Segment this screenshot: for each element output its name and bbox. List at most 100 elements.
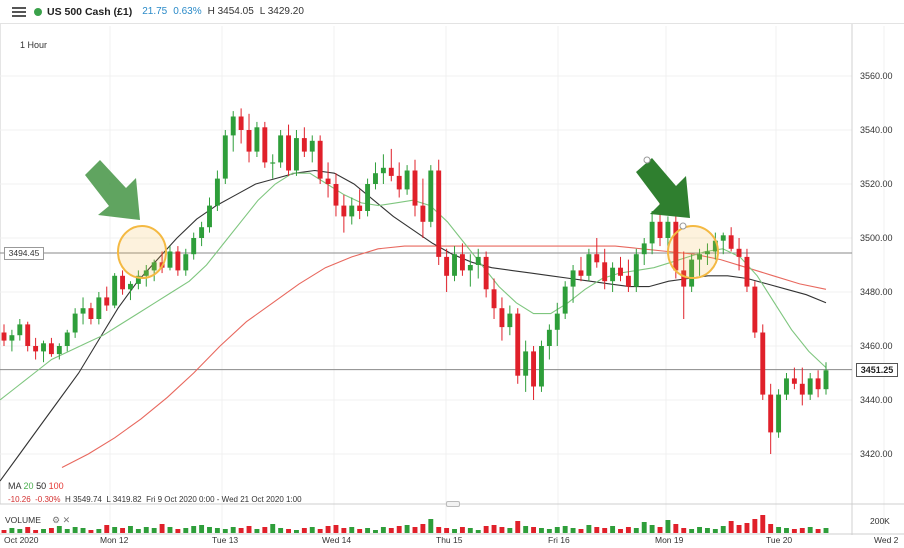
ma100-line (61, 245, 827, 468)
volume-bar (404, 525, 410, 533)
close-icon[interactable]: ✕ (62, 515, 71, 525)
volume-bar (459, 527, 465, 533)
candle-body (475, 256, 481, 265)
volume-bar (64, 529, 70, 533)
candle-body (704, 251, 710, 255)
candle-body (720, 235, 726, 241)
candle-body (48, 343, 54, 355)
header-low: L 3429.20 (259, 6, 304, 17)
volume-bar (333, 525, 339, 533)
candle-body (436, 170, 442, 257)
volume-bar (712, 529, 718, 533)
candle-body (262, 127, 268, 163)
volume-bar (641, 522, 647, 533)
volume-bar (444, 528, 450, 533)
volume-bar (238, 528, 244, 533)
settings-icon[interactable]: ⚙ (52, 515, 61, 525)
volume-bar (254, 529, 260, 533)
volume-bar (96, 529, 102, 533)
candle-body (33, 346, 39, 352)
volume-bar (88, 530, 94, 533)
volume-bar (104, 525, 110, 533)
volume-bar (56, 526, 62, 533)
candle-body (578, 270, 584, 276)
volume-bar (230, 527, 236, 533)
volume-bar (183, 528, 189, 533)
volume-bar (594, 527, 600, 533)
candle-body (602, 262, 608, 282)
candle-body (222, 135, 228, 179)
volume-bar (586, 525, 592, 533)
volume-bar (452, 529, 457, 533)
pane-resize-handle[interactable] (446, 501, 460, 507)
volume-bar (199, 525, 205, 533)
candle-body (254, 127, 260, 152)
date-label: Thu 15 (436, 535, 463, 545)
candle-body (649, 221, 655, 244)
timeframe-label[interactable]: 1 Hour (20, 40, 48, 50)
volume-bar (309, 527, 315, 533)
volume-bar (191, 526, 197, 533)
candle-body (791, 378, 797, 384)
volume-bar (373, 530, 378, 533)
candle-body (452, 254, 457, 276)
volume-bar (752, 519, 758, 533)
volume-bar (41, 529, 46, 533)
candle-body (784, 378, 789, 395)
candle-body (17, 324, 23, 336)
volume-bar (207, 527, 212, 533)
candle-body (736, 248, 742, 257)
volume-bar (776, 527, 782, 533)
candle-body (207, 205, 212, 228)
highlight-circle (117, 225, 167, 279)
volume-bar (380, 527, 386, 533)
volume-bar (357, 529, 363, 533)
candle-body (776, 394, 782, 433)
candle-body (128, 283, 133, 290)
candle-body (301, 138, 307, 152)
candle-body (333, 184, 339, 206)
candle-body (404, 170, 410, 190)
candle-body (286, 135, 291, 171)
volume-indicator-controls[interactable]: ⚙ ✕ (52, 515, 70, 526)
moving-average-legend[interactable]: MA 20 50 100 (8, 481, 64, 491)
candle-body (799, 383, 805, 395)
volume-bar (214, 528, 220, 533)
candle-body (467, 265, 473, 271)
candle-body (483, 256, 489, 290)
candle-body (388, 167, 394, 176)
candle-body (104, 297, 110, 306)
current-price-tag: 3451.25 (856, 363, 898, 377)
range-high: H 3549.74 (64, 495, 102, 504)
volume-bar (768, 524, 774, 533)
date-label: Fri 16 (548, 535, 570, 545)
candle-body (214, 178, 220, 206)
candle-body (167, 251, 173, 268)
volume-bar (823, 528, 829, 533)
volume-bar (546, 529, 552, 533)
volume-bar (151, 528, 157, 533)
volume-bar (1, 530, 7, 533)
volume-bar (9, 528, 15, 533)
ma-period-20: 20 (23, 481, 34, 491)
candle-body (246, 130, 252, 152)
candle-body (539, 346, 544, 387)
volume-bar (325, 526, 331, 533)
price-tick-label: 3500.00 (860, 233, 893, 243)
volume-bar (649, 525, 655, 533)
candle-body (41, 343, 46, 352)
candle-body (681, 270, 687, 287)
volume-bar (602, 528, 608, 533)
volume-bar (728, 521, 734, 533)
candle-body (412, 170, 418, 206)
candle-body (380, 167, 386, 174)
volume-bar (270, 524, 276, 533)
candle-body (618, 267, 623, 276)
date-axis: Oct 2020 Mon 12 Tue 13 Wed 14 Thu 15 Fri… (0, 535, 904, 548)
candle-body (325, 178, 331, 184)
horizontal-price-lines (0, 252, 852, 371)
hamburger-menu-icon[interactable] (12, 6, 26, 17)
instrument-name[interactable]: US 500 Cash (£1) (47, 5, 133, 18)
